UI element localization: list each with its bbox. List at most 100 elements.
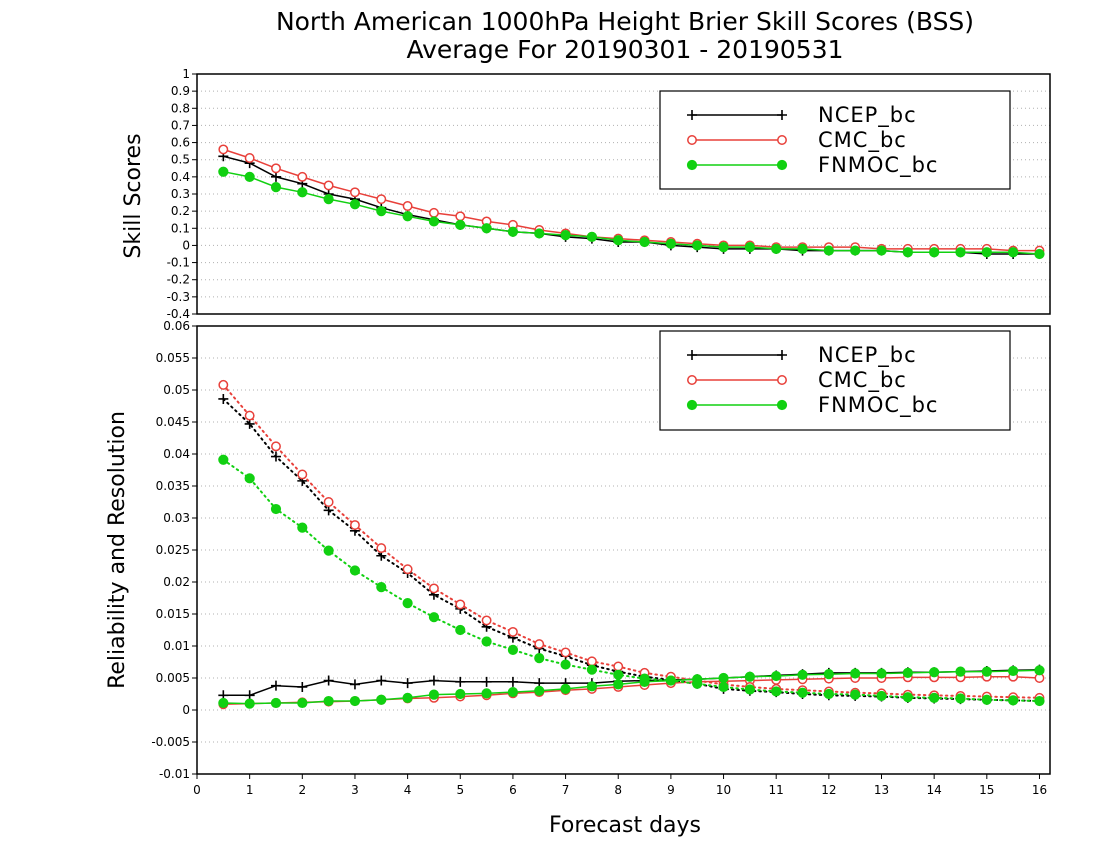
fnmoc-bc-reliability-point (534, 685, 545, 696)
legend-fnmoc-bc-label: FNMOC_bc (818, 153, 938, 178)
fnmoc-bc-resolution-point (823, 688, 834, 700)
fnmoc-bc-reliability-point (349, 695, 361, 707)
legend-cmc-bc-marker-end (777, 375, 787, 385)
y-tick-label: 0.03 (163, 511, 190, 525)
fnmoc-bc-resolution-point (902, 692, 913, 703)
legend-ncep-bc-label: NCEP_bc (818, 343, 917, 368)
bottom-y-axis-label: Reliability and Resolution (105, 411, 130, 689)
fnmoc-bc-point (902, 247, 913, 258)
ncep-bc-resolution-point (270, 451, 281, 462)
fnmoc-bc-point (771, 243, 782, 254)
x-tick-label: 10 (716, 783, 731, 797)
fnmoc-bc-point (455, 219, 466, 230)
fnmoc-bc-reliability-point (744, 671, 755, 682)
fnmoc-bc-reliability-point (981, 666, 992, 677)
fnmoc-bc-reliability-point (850, 668, 861, 679)
fnmoc-bc-reliability-point (929, 667, 940, 678)
fnmoc-bc-resolution-point (981, 694, 992, 705)
cmc-bc-resolution-point (323, 497, 334, 507)
fnmoc-bc-resolution-point (349, 565, 361, 576)
legend-fnmoc-bc-marker-start (686, 159, 698, 171)
x-tick-label: 14 (927, 783, 942, 797)
fnmoc-bc-point (823, 245, 834, 256)
cmc-bc-point (428, 207, 439, 218)
fnmoc-bc-reliability-point (270, 697, 282, 709)
y-tick-label: 0.015 (156, 607, 190, 621)
y-tick-label: 0.02 (163, 575, 190, 589)
x-tick-label: 7 (562, 783, 570, 797)
fnmoc-bc-point (270, 182, 282, 193)
y-tick-label: 0.7 (171, 118, 190, 132)
fnmoc-bc-reliability-point (876, 668, 887, 679)
legend-ncep-bc-marker-end (777, 110, 787, 120)
fnmoc-bc-resolution-point (507, 644, 519, 655)
ncep-bc-reliability-point (428, 675, 439, 686)
y-tick-label: 0.8 (171, 101, 190, 115)
y-tick-label: -0.005 (151, 735, 190, 749)
y-tick-label: 0.4 (171, 170, 190, 184)
x-tick-label: 3 (351, 783, 359, 797)
y-tick-label: -0.1 (167, 256, 190, 270)
x-tick-label: 11 (769, 783, 784, 797)
fnmoc-bc-resolution-point (1008, 695, 1019, 706)
fnmoc-bc-reliability-point (323, 695, 334, 707)
fnmoc-bc-reliability-point (955, 666, 966, 677)
fnmoc-bc-point (244, 171, 255, 182)
legend-cmc-bc-marker-start (687, 135, 697, 145)
fnmoc-bc-point (744, 242, 755, 253)
fnmoc-bc-resolution-point (297, 522, 308, 533)
cmc-bc-point (271, 163, 281, 174)
cmc-bc-point (376, 194, 387, 205)
y-tick-label: 0.5 (171, 153, 190, 167)
fnmoc-bc-reliability-point (902, 667, 913, 678)
fnmoc-bc-resolution-point (534, 653, 545, 664)
fnmoc-bc-resolution-point (270, 503, 282, 515)
fnmoc-bc-resolution-point (455, 624, 466, 636)
ncep-bc-reliability-point (507, 676, 518, 687)
fnmoc-bc-resolution-point (218, 454, 229, 465)
fnmoc-bc-resolution-point (850, 689, 861, 700)
x-tick-label: 5 (456, 783, 464, 797)
fnmoc-bc-reliability-point (218, 697, 229, 709)
cmc-bc-point (402, 201, 413, 211)
bottom-panel-reliability-resolution: 0.060.0550.050.0450.040.0350.030.0250.02… (105, 319, 1051, 838)
fnmoc-bc-point (797, 243, 808, 254)
fnmoc-bc-reliability-point (797, 669, 808, 680)
cmc-bc-resolution-point (428, 583, 439, 594)
ncep-bc-reliability-point (481, 676, 492, 687)
chart-subtitle: Average For 20190301 - 20190531 (406, 35, 843, 64)
fnmoc-bc-reliability-point (586, 681, 598, 692)
chart-title: North American 1000hPa Height Brier Skil… (276, 7, 974, 36)
top-y-axis-label: Skill Scores (121, 133, 146, 258)
fnmoc-bc-resolution-point (613, 669, 624, 680)
x-tick-label: 15 (979, 783, 994, 797)
cmc-bc-resolution-point (455, 599, 466, 610)
cmc-bc-point (297, 171, 308, 182)
x-tick-label: 1 (246, 783, 254, 797)
fnmoc-bc-reliability-point (1008, 665, 1019, 677)
bottom-series-group (218, 379, 1045, 710)
cmc-bc-point (244, 153, 255, 163)
fnmoc-bc-resolution-point (376, 582, 387, 593)
bottom-plot-frame (196, 325, 1051, 775)
fnmoc-bc-resolution-point (929, 692, 940, 703)
x-tick-label: 13 (874, 783, 889, 797)
fnmoc-bc-point (876, 245, 887, 256)
fnmoc-bc-resolution-point (428, 612, 440, 623)
fnmoc-bc-reliability-point (613, 679, 624, 690)
fnmoc-bc-point (639, 236, 650, 248)
fnmoc-bc-reliability-point (481, 688, 492, 699)
cmc-bc-resolution-point (507, 626, 518, 637)
x-tick-label: 4 (404, 783, 412, 797)
fnmoc-bc-point (955, 247, 966, 258)
x-tick-label: 16 (1032, 783, 1047, 797)
cmc-bc-resolution-point (376, 543, 387, 554)
fnmoc-bc-point (665, 238, 676, 249)
y-tick-label: 0.6 (171, 136, 190, 150)
fnmoc-bc-resolution-point (323, 545, 334, 556)
fnmoc-bc-resolution-point (744, 684, 755, 695)
fnmoc-bc-reliability-line (223, 669, 1040, 705)
cmc-bc-resolution-point (244, 410, 255, 421)
